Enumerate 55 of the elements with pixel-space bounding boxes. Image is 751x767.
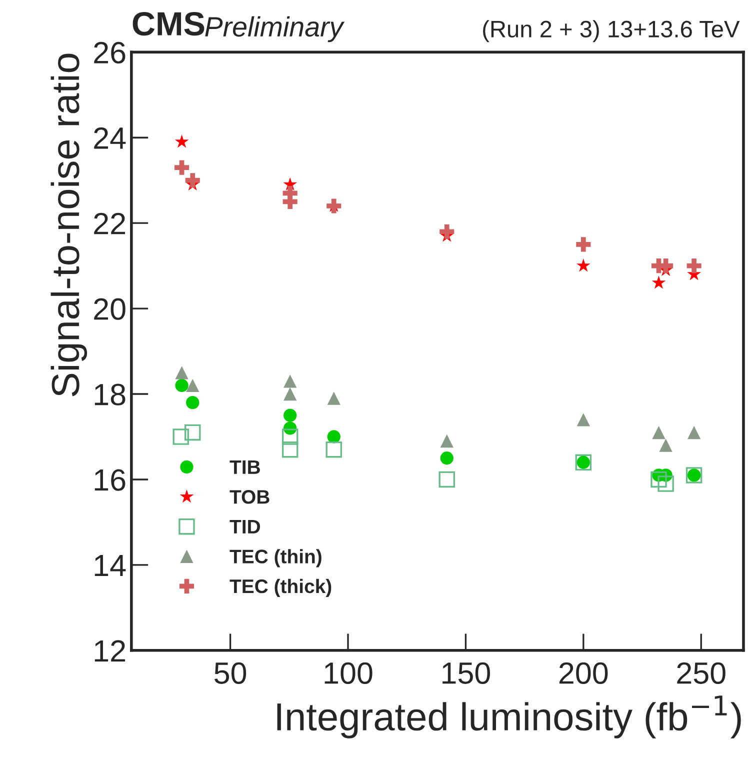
point <box>282 194 298 210</box>
text: (Run 2 + 3) 13+13.6 TeV <box>483 20 740 42</box>
legend-label: TIB <box>230 460 260 474</box>
point <box>175 366 188 380</box>
x-tick-label: 150 <box>442 662 490 684</box>
y-tick-label: 12 <box>94 640 126 662</box>
point <box>650 471 667 488</box>
point <box>186 396 200 410</box>
x-tick-label: 100 <box>324 662 372 684</box>
point <box>440 452 454 465</box>
point <box>659 438 672 452</box>
point <box>327 430 340 444</box>
y-tick-label: 26 <box>94 42 126 64</box>
y-tick-label: 20 <box>94 298 126 320</box>
point <box>576 258 590 272</box>
point <box>652 276 666 289</box>
x-tick-label: 250 <box>677 662 726 684</box>
y-tick-label: 24 <box>94 127 126 149</box>
chart-subtitle: Preliminary <box>205 16 345 42</box>
point <box>326 441 342 458</box>
y-tick-label: 18 <box>94 384 126 406</box>
point <box>440 224 454 239</box>
point <box>658 476 674 492</box>
point <box>284 387 297 401</box>
y-axis-title: Signal-to-noise ratio <box>50 54 88 396</box>
point <box>284 374 297 388</box>
point <box>174 160 190 175</box>
point <box>282 441 298 458</box>
point <box>440 434 454 448</box>
point <box>576 413 590 426</box>
point <box>174 134 189 148</box>
point <box>686 258 702 274</box>
point <box>186 378 200 392</box>
x-tick-label: 200 <box>559 662 608 684</box>
point <box>282 428 298 445</box>
x-tick-label: 50 <box>214 662 246 684</box>
point <box>687 426 701 440</box>
point <box>284 408 297 422</box>
y-tick-label: 22 <box>94 212 126 234</box>
point <box>185 173 200 188</box>
point <box>438 471 455 488</box>
chart-title: CMS <box>132 12 204 36</box>
point <box>576 237 591 252</box>
y-tick-label: 16 <box>94 469 126 491</box>
point <box>172 428 189 445</box>
point <box>327 392 340 405</box>
legend-label: TEC (thin) <box>230 549 322 568</box>
point <box>652 426 666 440</box>
point <box>184 424 201 441</box>
x-axis-title: Integrated luminosity (fb$^{−1}$) <box>277 696 741 738</box>
legend-label: TOB <box>230 490 270 504</box>
y-tick-label: 14 <box>94 555 126 576</box>
point <box>175 378 188 392</box>
legend-label: TEC (thick) <box>230 578 332 598</box>
legend-label: TID <box>230 520 260 534</box>
